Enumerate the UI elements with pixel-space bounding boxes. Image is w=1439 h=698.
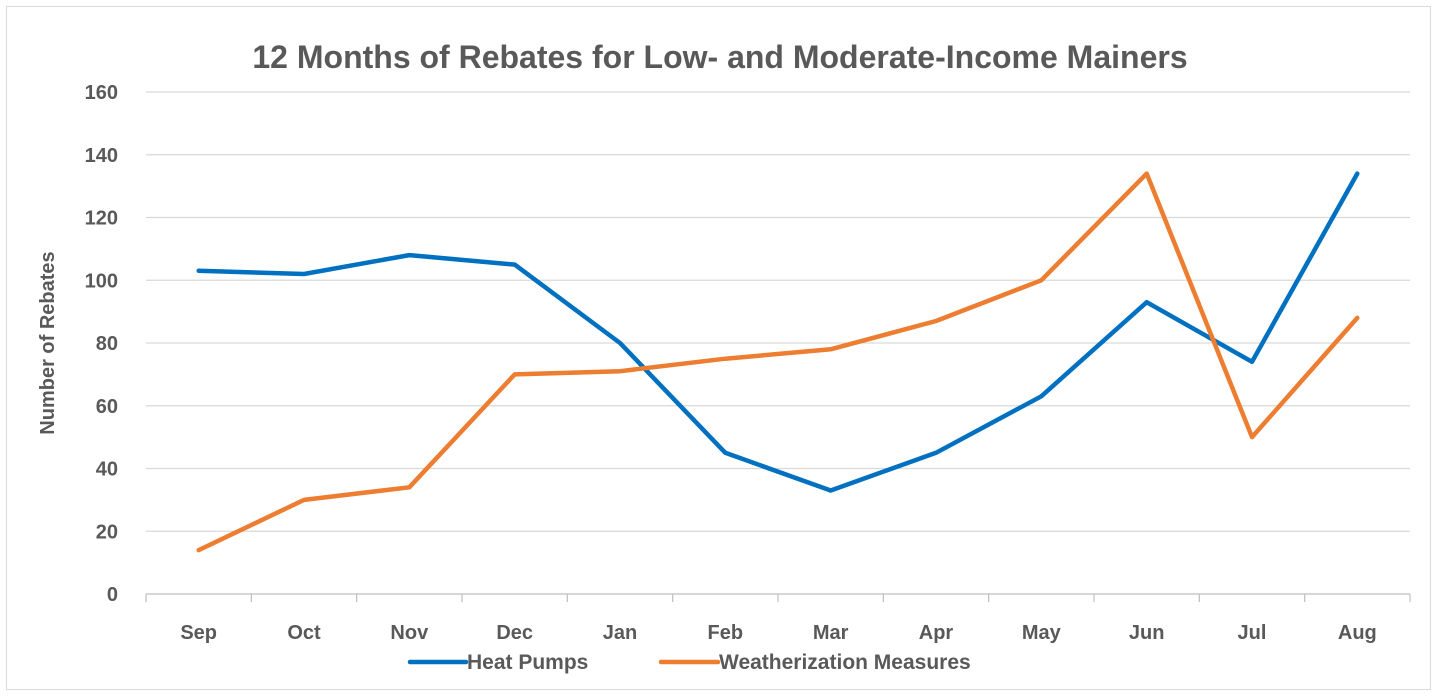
x-axis-ticks: Sep Oct Nov Dec Jan Feb Mar Apr May Jun Jul Aug (180, 622, 1376, 644)
x-tick-label: Jun (1129, 622, 1165, 644)
series-weatherization-measures (196, 171, 1360, 553)
legend-item: Weatherization Measures (658, 651, 971, 674)
x-tick-label: Feb (708, 622, 744, 644)
y-tick-label: 140 (85, 145, 118, 167)
x-tick-label: Sep (180, 622, 217, 644)
y-tick-label: 20 (96, 521, 118, 543)
legend: Heat Pumps Weatherization Measures (407, 651, 971, 674)
chart-frame (6, 6, 1431, 690)
y-axis-ticks: 0 20 40 60 80 100 120 140 160 (85, 82, 118, 606)
x-tick-label: Jul (1238, 622, 1267, 644)
y-tick-label: 60 (96, 396, 118, 418)
series-heat-pumps (196, 171, 1360, 493)
y-tick-label: 40 (96, 459, 118, 481)
x-tick-label: Oct (287, 622, 321, 644)
series-lines (196, 171, 1360, 553)
legend-label: Heat Pumps (467, 651, 588, 674)
legend-label: Weatherization Measures (719, 651, 971, 674)
x-axis (145, 593, 1411, 602)
series-line (196, 171, 1360, 493)
gridlines (146, 91, 1410, 532)
x-tick-label: Aug (1338, 622, 1377, 644)
series-line (196, 171, 1360, 553)
y-tick-label: 100 (85, 270, 118, 292)
legend-item: Heat Pumps (407, 651, 588, 674)
x-tick-label: Jan (603, 622, 637, 644)
y-axis-label: Number of Rebates (37, 251, 59, 434)
x-tick-label: Nov (390, 622, 429, 644)
y-tick-label: 120 (85, 208, 118, 230)
chart-title: 12 Months of Rebates for Low- and Modera… (252, 39, 1187, 75)
x-tick-label: Mar (813, 622, 849, 644)
y-tick-label: 160 (85, 82, 118, 104)
x-tick-label: May (1022, 622, 1062, 644)
x-tick-label: Dec (496, 622, 533, 644)
y-tick-label: 80 (96, 333, 118, 355)
y-tick-label: 0 (107, 584, 118, 606)
x-tick-label: Apr (919, 622, 954, 644)
